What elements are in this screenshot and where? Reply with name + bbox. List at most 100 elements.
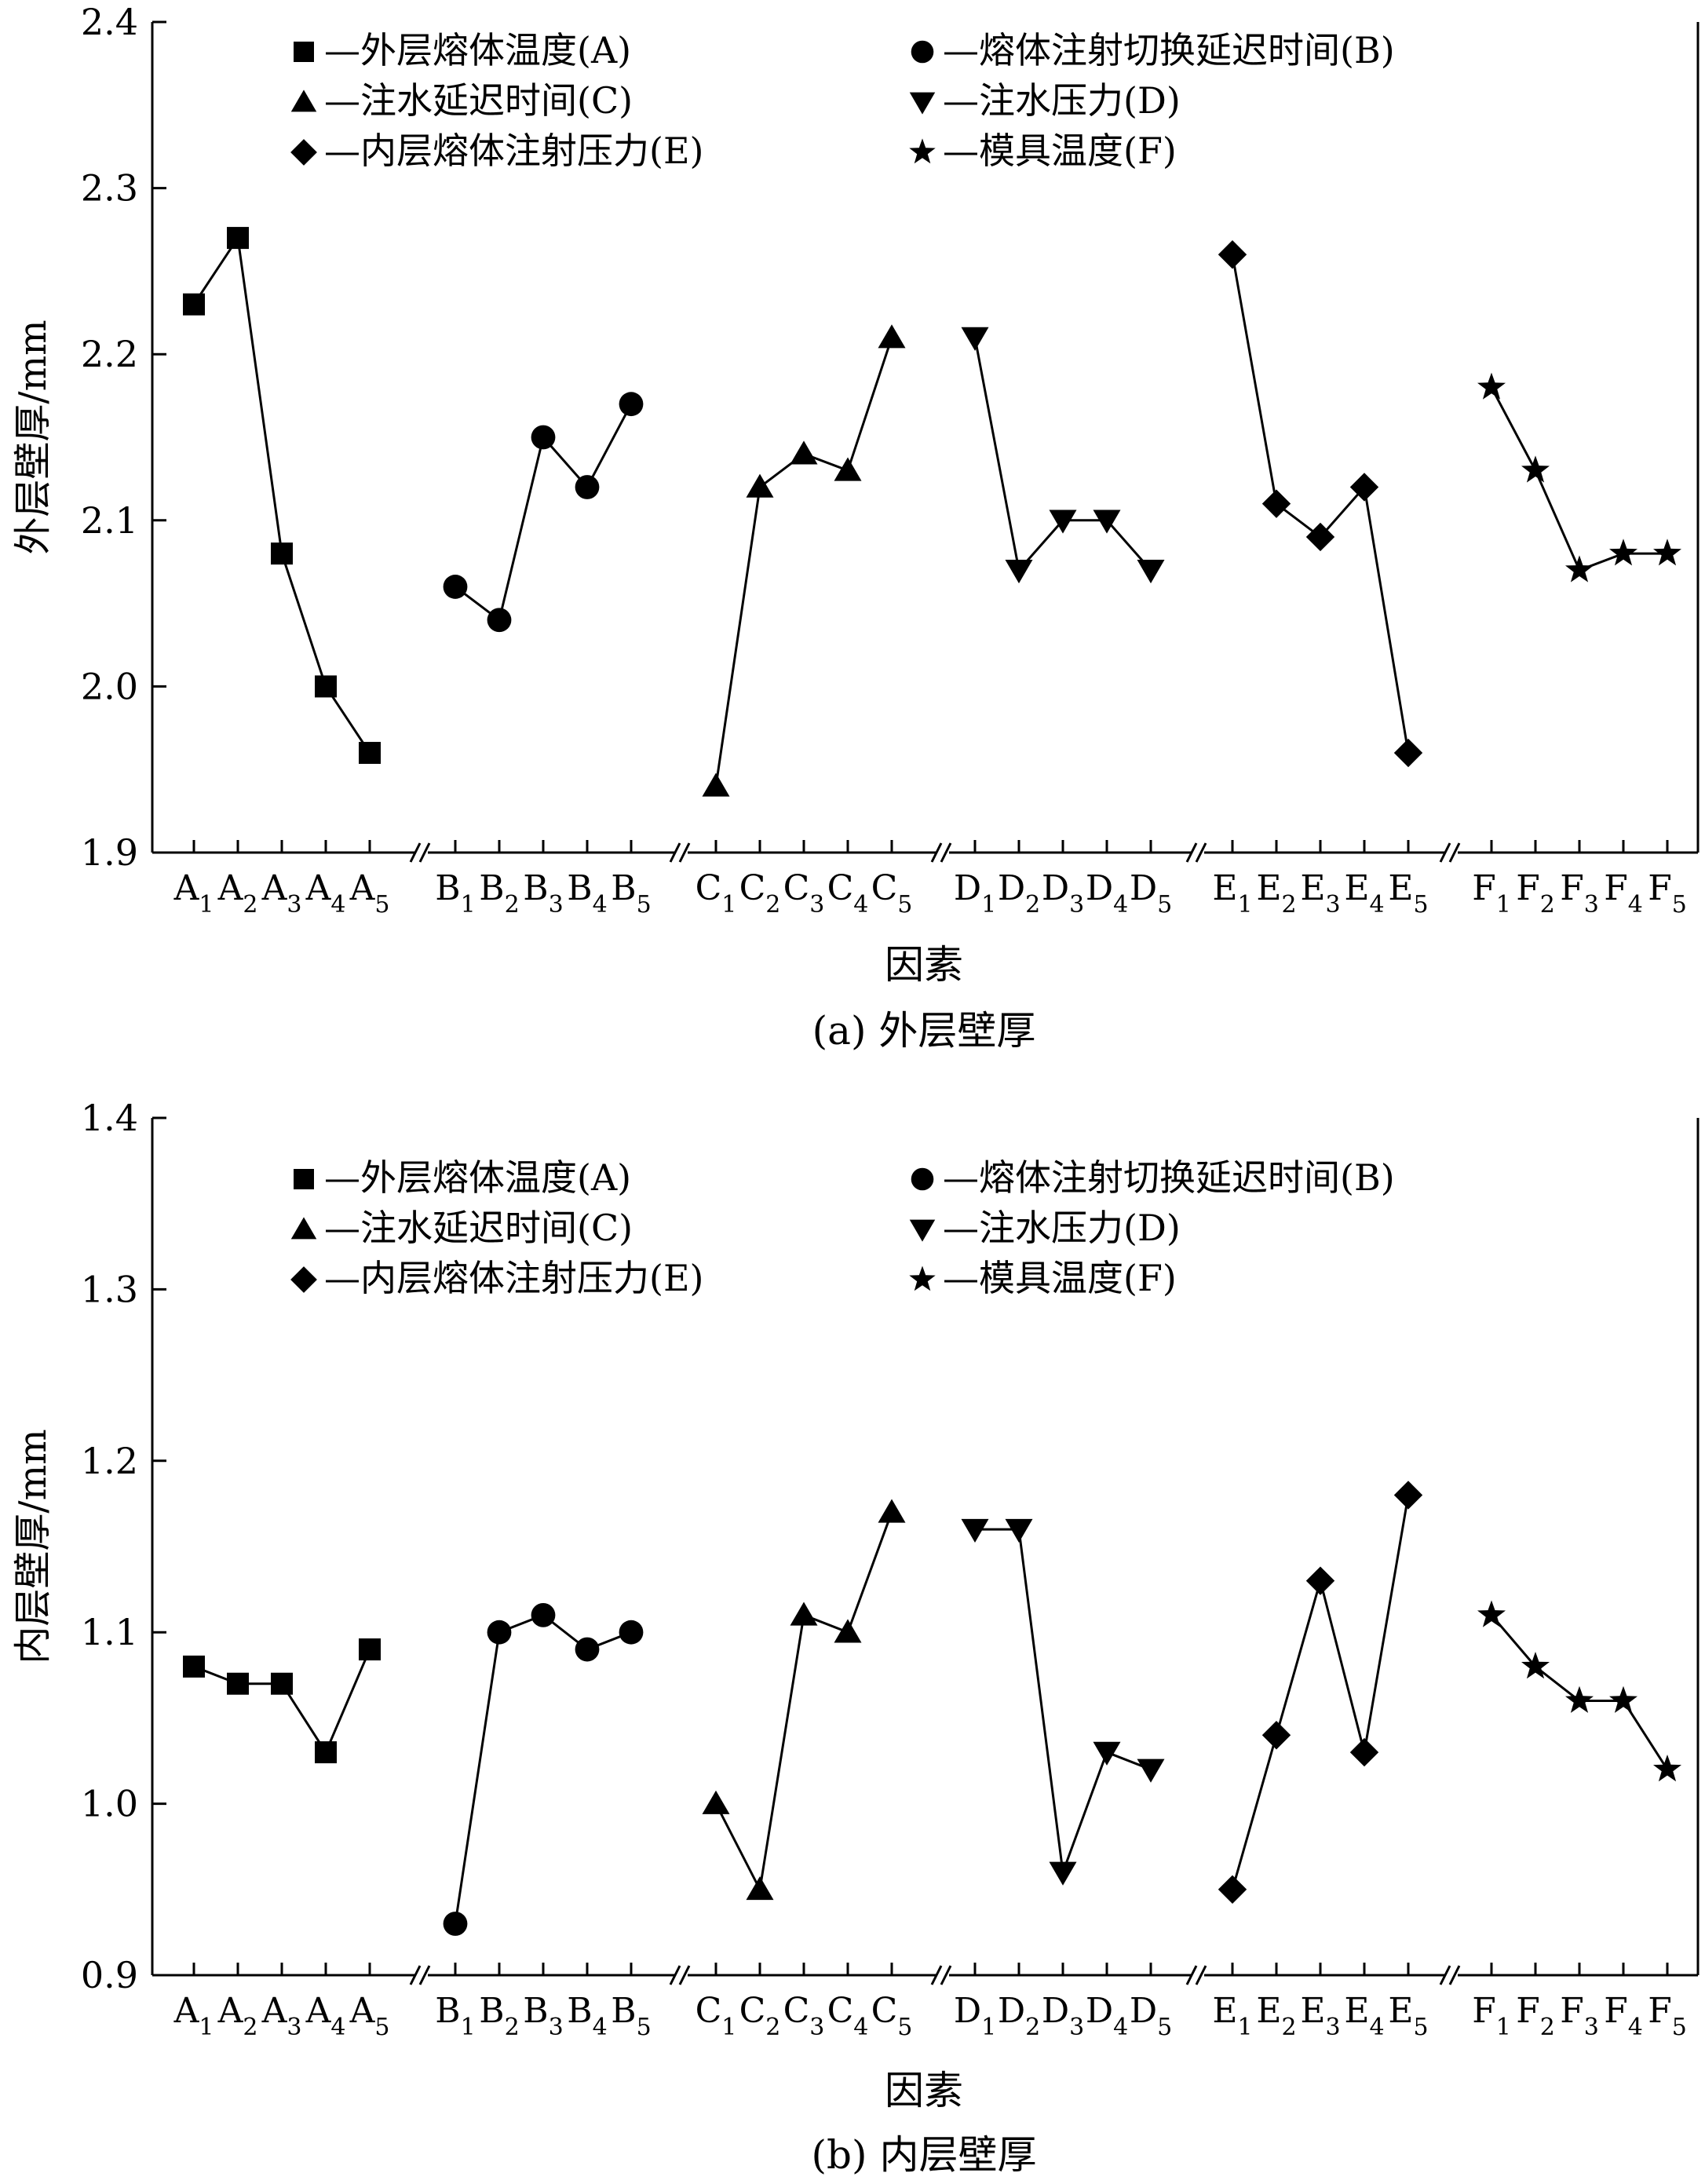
x-tick-label: F1 [1472, 1991, 1511, 2041]
axis-break-mark [669, 1965, 681, 1985]
x-tick-label: F2 [1516, 1991, 1555, 2041]
x-tick-label: A5 [349, 1991, 390, 2041]
x-tick-label: B4 [567, 1991, 607, 2041]
series-E [1218, 240, 1423, 768]
data-point-A1 [183, 1655, 205, 1678]
data-point-B2 [487, 608, 512, 633]
legend-label: —注水延迟时间(C) [324, 79, 633, 122]
x-tick-label: B2 [479, 868, 519, 919]
y-tick-label: 1.4 [81, 1097, 138, 1139]
axis-break-mark [1439, 842, 1451, 863]
data-point-C4 [834, 1619, 862, 1643]
x-tick-label: C4 [827, 1991, 869, 2041]
x-tick-label: D2 [998, 1991, 1040, 2041]
axis-break-mark [940, 1965, 952, 1985]
data-point-F3 [1565, 555, 1594, 583]
axis-break-mark [669, 842, 681, 863]
series-A [183, 1638, 381, 1764]
x-tick-label: E4 [1344, 868, 1384, 919]
x-tick-label: E3 [1300, 868, 1340, 919]
x-tick-label: E2 [1256, 1991, 1296, 2041]
data-point-C4 [834, 457, 862, 481]
x-tick-label: C3 [783, 868, 825, 919]
data-point-B4 [575, 1637, 600, 1662]
series-group [183, 1481, 1681, 1936]
series-line [454, 1613, 632, 1924]
x-ticks: A1 A2 A3 A4 A5 B1 B2 B3 B4 B5 C1 C2 C3 C4 C5 D1 D2 D3 D4 D5… [173, 1963, 1687, 2041]
series-line [714, 1511, 893, 1894]
x-tick-label: B2 [479, 1991, 519, 2041]
legend-item: —内层熔体注射压力(E) [290, 1257, 703, 1299]
x-tick-label: D4 [1086, 1991, 1128, 2041]
legend-marker-diamond [290, 139, 317, 166]
data-point-F2 [1521, 1652, 1550, 1679]
axis-break-mark [409, 842, 422, 863]
x-tick-label: C2 [739, 868, 781, 919]
data-point-B3 [531, 1602, 556, 1627]
legend-label: —注水压力(D) [943, 1207, 1181, 1249]
data-point-E3 [1305, 1566, 1335, 1595]
data-point-D4 [1093, 509, 1121, 534]
legend-label: —熔体注射切换延迟时间(B) [943, 1156, 1395, 1199]
data-point-C5 [878, 1499, 906, 1523]
legend-marker-triangle-up [290, 1217, 317, 1240]
axis-break-mark [1195, 1965, 1207, 1985]
data-point-F3 [1565, 1685, 1594, 1713]
series-line [975, 1528, 1152, 1873]
data-point-A4 [315, 675, 337, 698]
x-tick-label: C1 [696, 1991, 737, 2041]
data-point-C1 [702, 772, 730, 797]
legend-item: —模具温度(F) [909, 1257, 1177, 1299]
axis-break-mark [1195, 842, 1207, 863]
axis-breaks [409, 1965, 1461, 1985]
series-C [702, 1499, 906, 1901]
data-point-F5 [1653, 1755, 1681, 1782]
legend-label: —内层熔体注射压力(E) [324, 1257, 703, 1299]
legend-item: —注水压力(D) [909, 79, 1181, 122]
legend-marker-triangle-down [909, 92, 936, 115]
data-point-B5 [619, 392, 644, 417]
data-point-C5 [878, 324, 906, 349]
data-point-E5 [1393, 738, 1423, 768]
axis-breaks [409, 842, 1461, 863]
x-tick-label: C5 [871, 868, 913, 919]
data-point-E1 [1218, 240, 1247, 269]
axis-break-mark [1448, 1965, 1461, 1985]
data-point-B4 [575, 475, 600, 499]
y-tick-label: 1.3 [81, 1268, 138, 1310]
y-tick-label: 1.0 [81, 1783, 138, 1825]
axis-break-mark [930, 1965, 943, 1985]
data-point-A4 [315, 1741, 337, 1764]
axis-break-mark [1448, 842, 1461, 863]
data-point-E4 [1349, 473, 1379, 502]
x-tick-label: A1 [173, 1991, 214, 2041]
data-point-C2 [746, 1876, 774, 1901]
legend-label: —外层熔体温度(A) [324, 29, 631, 71]
series-A [183, 227, 381, 765]
x-tick-label: D4 [1086, 868, 1128, 919]
x-tick-label: E1 [1212, 868, 1252, 919]
series-B [443, 392, 644, 633]
data-point-B5 [619, 1620, 644, 1645]
x-tick-label: D1 [954, 1991, 996, 2041]
legend-marker-circle [911, 40, 934, 64]
x-tick-label: A3 [261, 868, 302, 919]
x-tick-label: B3 [523, 1991, 563, 2041]
data-point-C3 [790, 440, 818, 465]
x-tick-label: F5 [1648, 1991, 1687, 2041]
y-tick-label: 2.1 [81, 499, 138, 542]
axis-break-mark [678, 842, 691, 863]
data-point-E5 [1393, 1481, 1423, 1510]
legend: —外层熔体温度(A) —熔体注射切换延迟时间(B) —注水延迟时间(C) —注水压力(… [290, 1156, 1395, 1299]
legend-item: —熔体注射切换延迟时间(B) [911, 1156, 1395, 1199]
data-point-D2 [1005, 1518, 1033, 1543]
series-line [973, 337, 1152, 573]
legend-marker-square [294, 1169, 314, 1189]
series-F [1477, 1600, 1681, 1782]
series-E [1218, 1481, 1423, 1904]
legend-marker-square [294, 42, 314, 62]
x-tick-label: E4 [1344, 1991, 1384, 2041]
x-tick-label: C3 [783, 1991, 825, 2041]
data-point-E1 [1218, 1875, 1247, 1904]
data-point-B2 [487, 1620, 512, 1645]
